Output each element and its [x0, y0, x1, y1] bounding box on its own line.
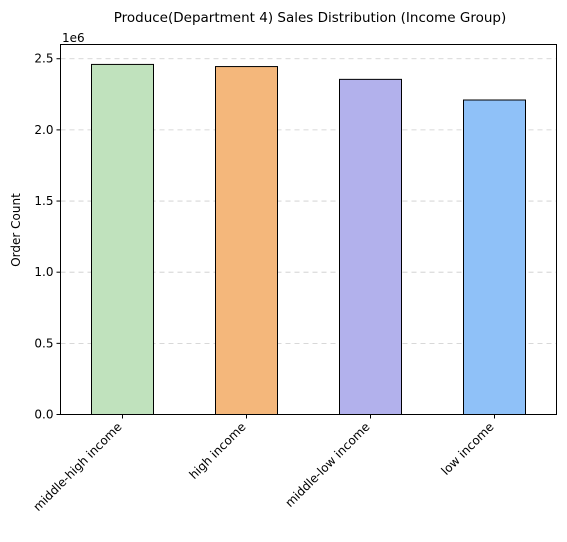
bar: [463, 99, 526, 415]
plot-frame: [60, 44, 557, 415]
y-tick-label: 0.5: [34, 336, 53, 350]
bar: [91, 63, 154, 416]
x-axis-ticks: middle-high income high income middle-low …: [30, 414, 497, 514]
x-tick-label: low income: [438, 420, 496, 478]
x-tick-label: middle-high income: [30, 420, 124, 514]
bar: [339, 78, 402, 415]
y-tick-label: 0.0: [34, 408, 53, 422]
bars: [91, 63, 526, 416]
bar: [215, 66, 278, 416]
y-axis-label: Order Count: [9, 193, 23, 267]
x-tick-label: high income: [186, 420, 248, 482]
y-tick-label: 2.5: [34, 52, 53, 66]
y-offset-label: 1e6: [62, 31, 85, 45]
chart-title: Produce(Department 4) Sales Distribution…: [114, 10, 507, 26]
x-tick-label: middle-low income: [282, 420, 372, 510]
y-axis-ticks: 0.0 0.5 1.0 1.5 2.0 2.5: [34, 52, 61, 422]
y-tick-label: 1.5: [34, 194, 53, 208]
y-tick-label: 2.0: [34, 123, 53, 137]
y-tick-label: 1.0: [34, 265, 53, 279]
